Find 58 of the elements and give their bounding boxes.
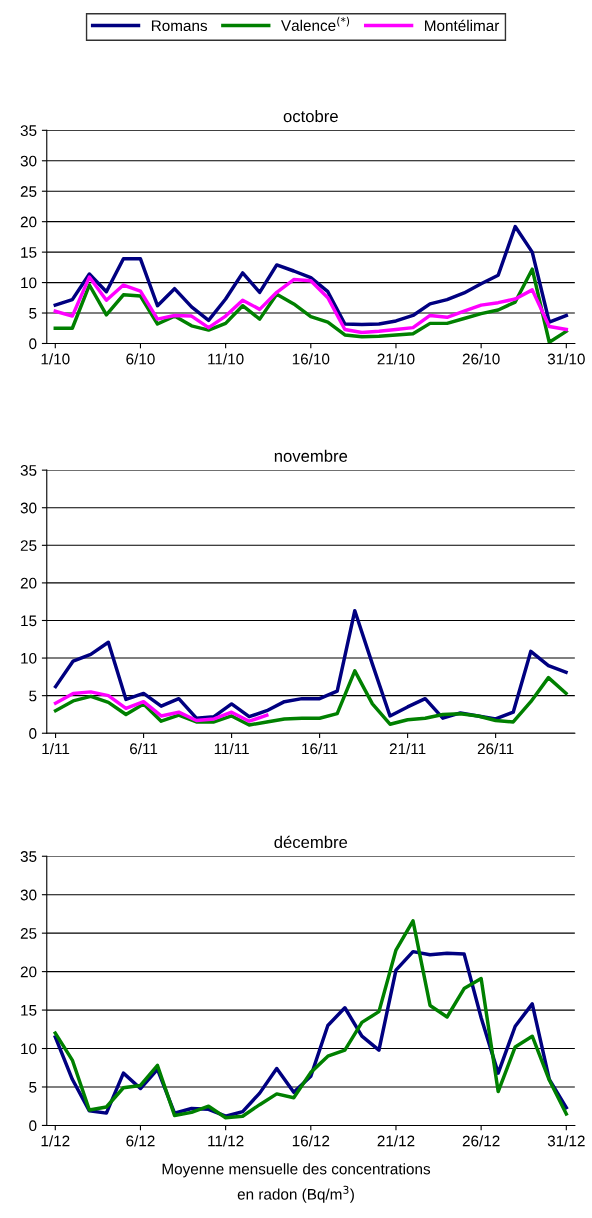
x-tick-label: 6/12: [126, 1135, 155, 1147]
x-tick-label: 16/10: [292, 353, 330, 365]
y-tick-label: 20: [20, 216, 37, 228]
x-tick-label: 11/10: [208, 353, 244, 365]
line-series: [53, 669, 568, 727]
y-tick-label: 5: [29, 690, 37, 702]
line-series: [53, 275, 569, 335]
line-series: [53, 267, 569, 344]
y-tick-label: 5: [29, 1082, 37, 1093]
x-tick-label: 21/11: [389, 742, 426, 755]
chart-title: novembre: [274, 449, 348, 462]
y-tick-label: 25: [20, 928, 37, 939]
y-tick-label: 10: [21, 652, 37, 664]
chart-title: décembre: [274, 835, 348, 849]
x-tick-label: 26/11: [477, 742, 514, 755]
x-tick-label: 21/12: [377, 1135, 415, 1147]
y-tick-label: 10: [21, 1043, 37, 1055]
y-tick-label: 35: [20, 125, 37, 137]
chart-title: octobre: [283, 109, 338, 123]
x-tick-label: 6/11: [130, 742, 158, 755]
line-series: [53, 224, 569, 327]
y-tick-label: 0: [29, 728, 37, 739]
y-tick-label: 0: [29, 338, 37, 350]
x-tick-label: 26/10: [462, 353, 500, 365]
x-tick-label: 16/11: [302, 742, 338, 755]
legend-label: Montélimar: [425, 19, 500, 32]
y-tick-label: 20: [20, 966, 37, 978]
y-tick-label: 30: [20, 502, 37, 514]
y-tick-label: 25: [20, 540, 37, 551]
y-tick-label: 35: [20, 465, 37, 476]
line-series: [53, 919, 569, 1120]
x-tick-label: 1/12: [41, 1135, 70, 1147]
y-tick-label: 10: [21, 277, 37, 289]
x-tick-label: 1/11: [42, 742, 70, 755]
y-tick-label: 20: [20, 577, 37, 589]
x-tick-label: 31/12: [547, 1135, 585, 1147]
y-tick-label: 35: [20, 851, 37, 862]
x-tick-label: 11/12: [208, 1135, 244, 1147]
x-tick-label: 31/10: [547, 353, 585, 365]
y-tick-label: 0: [29, 1120, 37, 1132]
text: Moyenne mensuelle des concentrations en radon (Bq/m$^{3}$): [162, 1163, 431, 1203]
y-tick-label: 30: [20, 155, 37, 167]
x-tick-label: 11/11: [214, 742, 249, 755]
y-tick-label: 5: [29, 308, 37, 319]
y-tick-label: 30: [20, 889, 37, 901]
y-tick-label: 25: [20, 186, 37, 197]
legend-label: Valence$^{(*)}$: [281, 16, 350, 31]
x-tick-label: 21/10: [377, 353, 415, 365]
legend-label: Romans: [151, 20, 208, 32]
x-tick-label: 26/12: [462, 1135, 500, 1147]
y-tick-label: 15: [21, 247, 37, 258]
line-series: [53, 608, 568, 721]
x-tick-label: 1/10: [41, 353, 70, 365]
x-tick-label: 6/10: [126, 353, 155, 365]
y-tick-label: 15: [21, 1005, 37, 1016]
line-series: [53, 690, 269, 723]
x-tick-label: 16/12: [292, 1135, 330, 1147]
y-tick-label: 15: [21, 615, 37, 627]
